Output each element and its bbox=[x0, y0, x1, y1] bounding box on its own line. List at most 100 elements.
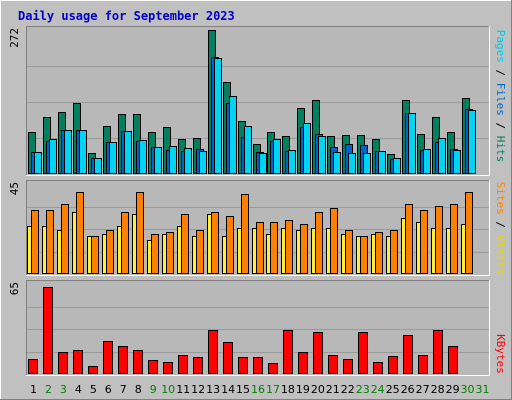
right-labels: Pages / Files / Hits Sites / Visits KBytes bbox=[494, 30, 507, 374]
bar-kbytes-day-5 bbox=[88, 366, 98, 374]
day-label-27: 27 bbox=[416, 383, 430, 396]
day-label-17: 17 bbox=[266, 383, 280, 396]
bar-pages-day-24 bbox=[378, 151, 386, 174]
bar-kbytes-day-8 bbox=[133, 350, 143, 374]
day-label-16: 16 bbox=[251, 383, 265, 396]
bar-kbytes-day-14 bbox=[223, 342, 233, 374]
bar-kbytes-day-26 bbox=[403, 335, 413, 374]
bar-sites-day-23 bbox=[360, 236, 368, 274]
panel-hits-files-pages: 272 bbox=[8, 26, 490, 176]
bar-sites-day-9 bbox=[151, 234, 159, 274]
bar-sites-day-6 bbox=[106, 230, 114, 274]
day-label-13: 13 bbox=[206, 383, 220, 396]
day-label-23: 23 bbox=[356, 383, 370, 396]
bar-sites-day-16 bbox=[256, 222, 264, 274]
bar-kbytes-day-25 bbox=[388, 356, 398, 374]
bar-pages-day-25 bbox=[393, 158, 401, 174]
legend-sites-visits: Sites / Visits bbox=[494, 182, 507, 275]
day-label-22: 22 bbox=[341, 383, 355, 396]
chart-title: Daily usage for September 2023 bbox=[18, 9, 235, 23]
bar-kbytes-day-7 bbox=[118, 346, 128, 374]
bar-sites-day-12 bbox=[196, 230, 204, 274]
bar-sites-day-15 bbox=[241, 194, 249, 274]
day-label-15: 15 bbox=[236, 383, 250, 396]
day-label-30: 30 bbox=[461, 383, 475, 396]
legend-sites-visits-part: Sites bbox=[494, 182, 507, 215]
bar-sites-day-28 bbox=[435, 206, 443, 274]
legend-kbytes-part: KBytes bbox=[494, 334, 507, 374]
bar-pages-day-27 bbox=[423, 149, 431, 174]
panel-visits-sites: 45 bbox=[8, 180, 490, 276]
bar-kbytes-day-28 bbox=[433, 330, 443, 374]
bar-sites-day-7 bbox=[121, 212, 129, 274]
bar-sites-day-29 bbox=[450, 204, 458, 274]
day-label-4: 4 bbox=[75, 383, 82, 396]
bar-pages-day-11 bbox=[184, 148, 192, 174]
bar-pages-day-3 bbox=[64, 130, 72, 174]
bar-sites-day-19 bbox=[300, 224, 308, 274]
bar-pages-day-21 bbox=[333, 152, 341, 174]
bar-kbytes-day-4 bbox=[73, 350, 83, 374]
bar-pages-day-8 bbox=[139, 140, 147, 174]
bar-sites-day-17 bbox=[270, 222, 278, 274]
bar-kbytes-day-23 bbox=[358, 332, 368, 374]
day-label-20: 20 bbox=[311, 383, 325, 396]
bar-kbytes-day-3 bbox=[58, 352, 68, 374]
legend-pages-files-hits-part: Pages bbox=[494, 30, 507, 63]
day-label-28: 28 bbox=[431, 383, 445, 396]
day-label-11: 11 bbox=[176, 383, 190, 396]
day-label-9: 9 bbox=[150, 383, 157, 396]
bar-pages-day-5 bbox=[94, 158, 102, 174]
bar-sites-day-24 bbox=[375, 232, 383, 274]
day-label-24: 24 bbox=[371, 383, 385, 396]
day-label-31: 31 bbox=[476, 383, 490, 396]
bar-pages-day-17 bbox=[273, 139, 281, 174]
y-max-label: 65 bbox=[8, 282, 21, 295]
bar-pages-day-13 bbox=[214, 58, 222, 174]
day-label-29: 29 bbox=[446, 383, 460, 396]
day-label-6: 6 bbox=[105, 383, 112, 396]
day-label-2: 2 bbox=[45, 383, 52, 396]
chart-panels: 272 45 65 bbox=[8, 26, 490, 376]
bar-pages-day-20 bbox=[318, 136, 326, 174]
bar-kbytes-day-29 bbox=[448, 346, 458, 374]
bar-kbytes-day-17 bbox=[268, 363, 278, 374]
panel-kbytes: 65 bbox=[8, 280, 490, 376]
day-label-19: 19 bbox=[296, 383, 310, 396]
legend-sites-visits-part: / bbox=[494, 215, 507, 235]
day-labels: 1 2 3 4 5 6 7 8 9 10 11 12 13 14 15 16 17 18 19 20 21 22 23 24 2… bbox=[30, 383, 490, 396]
bar-sites-day-13 bbox=[211, 212, 219, 274]
legend-sites-visits-part: Visits bbox=[494, 235, 507, 275]
bar-pages-day-6 bbox=[109, 142, 117, 174]
bar-pages-day-14 bbox=[229, 96, 237, 174]
bar-pages-day-10 bbox=[169, 146, 177, 174]
bar-sites-day-1 bbox=[31, 210, 39, 274]
bar-kbytes-day-2 bbox=[43, 287, 53, 374]
bar-sites-day-8 bbox=[136, 192, 144, 274]
day-label-12: 12 bbox=[191, 383, 205, 396]
bar-kbytes-day-11 bbox=[178, 355, 188, 374]
bar-sites-day-21 bbox=[330, 208, 338, 274]
day-label-3: 3 bbox=[60, 383, 67, 396]
bar-kbytes-day-27 bbox=[418, 355, 428, 374]
bar-pages-day-28 bbox=[438, 138, 446, 174]
bar-kbytes-day-20 bbox=[313, 332, 323, 374]
bar-pages-day-15 bbox=[244, 126, 252, 174]
bar-pages-day-19 bbox=[303, 123, 311, 174]
bar-kbytes-day-19 bbox=[298, 352, 308, 374]
bar-pages-day-12 bbox=[199, 151, 207, 174]
day-label-21: 21 bbox=[326, 383, 340, 396]
day-label-5: 5 bbox=[90, 383, 97, 396]
bar-pages-day-1 bbox=[34, 152, 42, 174]
bar-pages-day-26 bbox=[408, 113, 416, 174]
bar-pages-day-30 bbox=[468, 110, 476, 174]
day-label-25: 25 bbox=[386, 383, 400, 396]
bar-pages-day-16 bbox=[259, 153, 267, 174]
bar-sites-day-4 bbox=[76, 192, 84, 274]
bar-pages-day-4 bbox=[79, 130, 87, 174]
bar-kbytes-day-12 bbox=[193, 357, 203, 374]
bar-sites-day-22 bbox=[345, 230, 353, 274]
bar-pages-day-22 bbox=[348, 153, 356, 174]
